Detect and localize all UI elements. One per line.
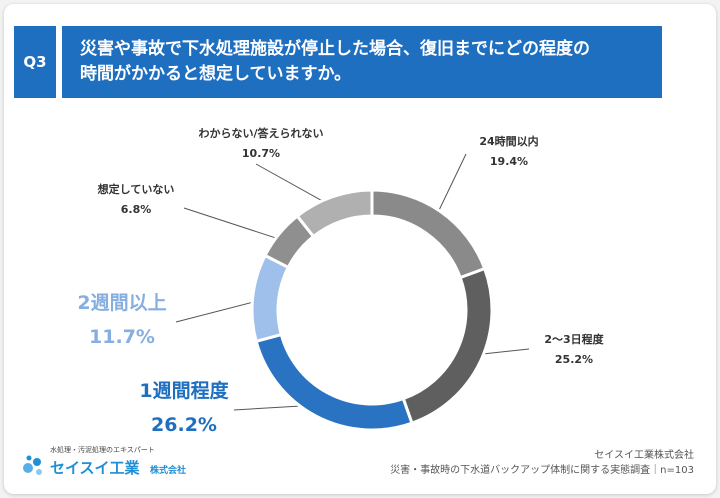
- label-2-3days-value: 25.2%: [554, 353, 594, 366]
- slice-1week: [254, 332, 414, 432]
- label-24h: 24時間以内 19.4%: [454, 132, 564, 172]
- slice-unknown: [295, 188, 374, 239]
- label-24h-name: 24時間以内: [479, 135, 539, 148]
- label-2-3days-name: 2〜3日程度: [544, 333, 604, 346]
- water-drop-icon: [23, 455, 42, 475]
- question-title-line1: 災害や事故で下水処理施設が停止した場合、復旧までにどの程度の: [80, 39, 590, 59]
- question-title: 災害や事故で下水処理施設が停止した場合、復旧までにどの程度の 時間がかかると想定…: [62, 26, 662, 98]
- label-1week-name: 1週間程度: [139, 380, 229, 402]
- leader-line: [183, 207, 290, 243]
- label-unknown-value: 10.7%: [241, 147, 281, 160]
- slice-2weeks: [250, 253, 291, 344]
- label-2weeks-value: 11.7%: [89, 326, 155, 348]
- logo-tagline: 水処理・汚泥処理のエキスパート: [50, 446, 155, 454]
- label-1week: 1週間程度 26.2%: [114, 374, 254, 442]
- label-unknown: わからない/答えられない 10.7%: [176, 124, 346, 164]
- question-title-line2: 時間がかかると想定していますか。: [80, 64, 352, 84]
- source-note: セイスイ工業株式会社 災害・事故時の下水道バックアップ体制に関する実態調査｜n=…: [390, 448, 694, 478]
- question-badge: Q3: [14, 26, 56, 98]
- logo-suffix: 株式会社: [150, 466, 187, 476]
- label-2weeks: 2週間以上 11.7%: [52, 286, 192, 354]
- donut-slices: [250, 188, 494, 432]
- label-not-assumed-name: 想定していない: [97, 183, 175, 196]
- source-survey: 災害・事故時の下水道バックアップ体制に関する実態調査｜n=103: [390, 465, 694, 476]
- survey-card: Q3 災害や事故で下水処理施設が停止した場合、復旧までにどの程度の 時間がかかる…: [4, 4, 716, 494]
- label-not-assumed-value: 6.8%: [120, 203, 152, 216]
- label-not-assumed: 想定していない 6.8%: [76, 180, 196, 220]
- label-2weeks-name: 2週間以上: [77, 292, 167, 314]
- leader-line: [175, 298, 266, 323]
- label-1week-value: 26.2%: [151, 414, 217, 436]
- label-24h-value: 19.4%: [489, 155, 529, 168]
- label-unknown-name: わからない/答えられない: [198, 127, 324, 140]
- label-2-3days: 2〜3日程度 25.2%: [524, 330, 624, 370]
- slice-2-3days: [401, 266, 494, 426]
- donut-chart: [175, 153, 530, 432]
- logo-name: セイスイ工業: [50, 459, 140, 477]
- company-logo: 水処理・汚泥処理のエキスパート セイスイ工業 株式会社: [20, 444, 210, 484]
- slice-24h: [370, 188, 487, 280]
- source-company: セイスイ工業株式会社: [594, 450, 694, 461]
